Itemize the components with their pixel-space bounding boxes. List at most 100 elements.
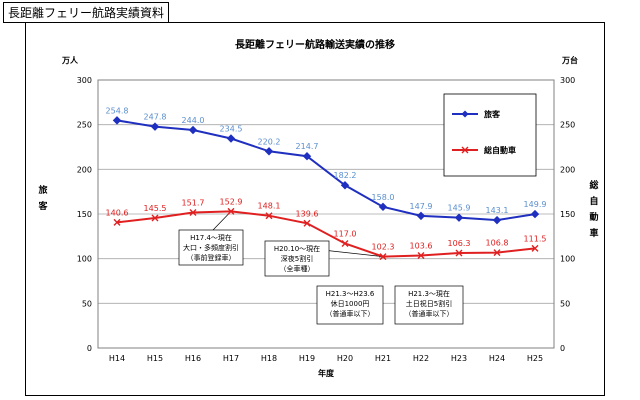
y-tick-label-left: 50 <box>82 299 92 308</box>
data-label: 214.7 <box>296 142 319 151</box>
annotation-text: 休日1000円 <box>331 299 370 308</box>
legend-label: 旅客 <box>484 109 501 119</box>
y-tick-label-right: 0 <box>560 344 565 353</box>
chart-title: 長距離フェリー航路輸送実績の推移 <box>235 38 395 51</box>
data-point <box>265 212 273 220</box>
annotation-text: 深夜5割引 <box>281 254 313 263</box>
data-point <box>189 208 197 216</box>
data-label: 148.1 <box>258 202 281 211</box>
series-line-passengers <box>116 119 536 222</box>
data-label: 254.8 <box>106 106 129 115</box>
y-axis-label-right: 総自動車 <box>589 179 598 239</box>
x-tick-label: H15 <box>147 354 163 363</box>
data-label: 145.9 <box>448 204 471 213</box>
data-label: 220.2 <box>258 137 281 146</box>
plot-area <box>97 79 555 349</box>
data-label: 117.0 <box>334 229 357 238</box>
y-tick-label-right: 200 <box>560 165 575 174</box>
data-point <box>303 219 311 227</box>
annotation-box <box>264 240 330 277</box>
data-label: 149.9 <box>524 200 547 209</box>
legend-marker <box>461 110 469 118</box>
y-tick-label-left: 300 <box>77 76 92 85</box>
data-label: 147.9 <box>410 202 433 211</box>
annotation-text: H21.3～H23.6 <box>326 290 375 298</box>
data-point <box>188 125 198 135</box>
annotation-text: 土日祝日5割引 <box>406 299 452 308</box>
data-point <box>531 244 539 252</box>
data-label: 103.6 <box>410 241 433 250</box>
data-label: 247.8 <box>144 113 167 122</box>
annotation-box <box>316 285 384 325</box>
data-point <box>341 239 349 247</box>
data-point <box>227 207 235 215</box>
series-line-vehicles <box>116 210 536 258</box>
data-label: 106.8 <box>486 239 509 248</box>
data-label: 102.3 <box>372 243 395 252</box>
data-label: 244.0 <box>182 116 205 125</box>
x-tick-label: H23 <box>451 354 467 363</box>
annotation-text: H21.3～現在 <box>408 289 450 298</box>
annotation-text: H20.10～現在 <box>274 244 320 253</box>
x-tick-label: H18 <box>261 354 277 363</box>
annotation-text: H17.4～現在 <box>190 233 232 242</box>
y-axis-label-left: 旅客 <box>37 184 48 212</box>
data-point <box>150 122 160 131</box>
annotation-text: 大口・多頻度割引 <box>183 243 239 252</box>
y-tick-label-right: 250 <box>560 121 575 130</box>
data-point <box>378 202 388 212</box>
data-point <box>264 147 274 156</box>
annotation-leader <box>212 211 232 231</box>
annotation-text: （普通車以下） <box>405 309 454 318</box>
x-tick-label: H21 <box>375 354 391 363</box>
data-point <box>416 211 426 221</box>
y-tick-label-left: 150 <box>77 210 92 219</box>
data-point <box>113 218 121 226</box>
data-point <box>112 116 122 125</box>
data-label: 234.5 <box>220 125 243 134</box>
annotation-text: （普通車以下） <box>326 309 375 318</box>
data-point <box>492 215 502 225</box>
y-tick-label-right: 100 <box>560 255 575 264</box>
x-tick-label: H16 <box>185 354 201 363</box>
x-tick-label: H25 <box>527 354 543 363</box>
data-point <box>417 251 425 259</box>
annotation-text: （事前登録車） <box>187 253 236 262</box>
data-label: 152.9 <box>220 197 243 206</box>
data-point <box>455 249 463 257</box>
data-label: 145.5 <box>144 204 167 213</box>
y-tick-label-left: 0 <box>87 344 92 353</box>
x-axis-label: 年度 <box>318 368 335 378</box>
legend-marker <box>461 146 469 154</box>
y-tick-label-left: 200 <box>77 165 92 174</box>
data-label: 139.6 <box>296 209 319 218</box>
y-tick-label-right: 50 <box>560 299 570 308</box>
annotation-box <box>394 285 464 325</box>
x-tick-label: H20 <box>337 354 353 363</box>
data-label: 140.6 <box>106 208 129 217</box>
data-label: 158.0 <box>372 193 395 202</box>
data-point <box>530 209 540 219</box>
data-point <box>340 181 350 190</box>
x-tick-label: H14 <box>109 354 125 363</box>
data-label: 182.2 <box>334 171 357 180</box>
x-tick-label: H24 <box>489 354 505 363</box>
data-point <box>302 151 312 161</box>
legend-label: 総自動車 <box>484 145 516 155</box>
annotation-box <box>178 229 244 266</box>
page-title: 長距離フェリー航路実績資料 <box>3 2 170 23</box>
data-label: 111.5 <box>524 234 547 243</box>
x-tick-label: H19 <box>299 354 315 363</box>
legend-box <box>443 93 537 177</box>
data-label: 143.1 <box>486 206 509 215</box>
y-tick-label-right: 150 <box>560 210 575 219</box>
data-label: 106.3 <box>448 239 471 248</box>
chart-frame: 長距離フェリー航路輸送実績の推移 万人 万台 0 0 50 50 100 100 150 150 20… <box>25 22 605 396</box>
y-tick-label-left: 100 <box>77 255 92 264</box>
data-point <box>151 214 159 222</box>
annotation-text: （全車種） <box>280 264 315 273</box>
data-point <box>379 253 387 261</box>
data-point <box>454 213 464 222</box>
unit-left: 万人 <box>61 55 79 65</box>
